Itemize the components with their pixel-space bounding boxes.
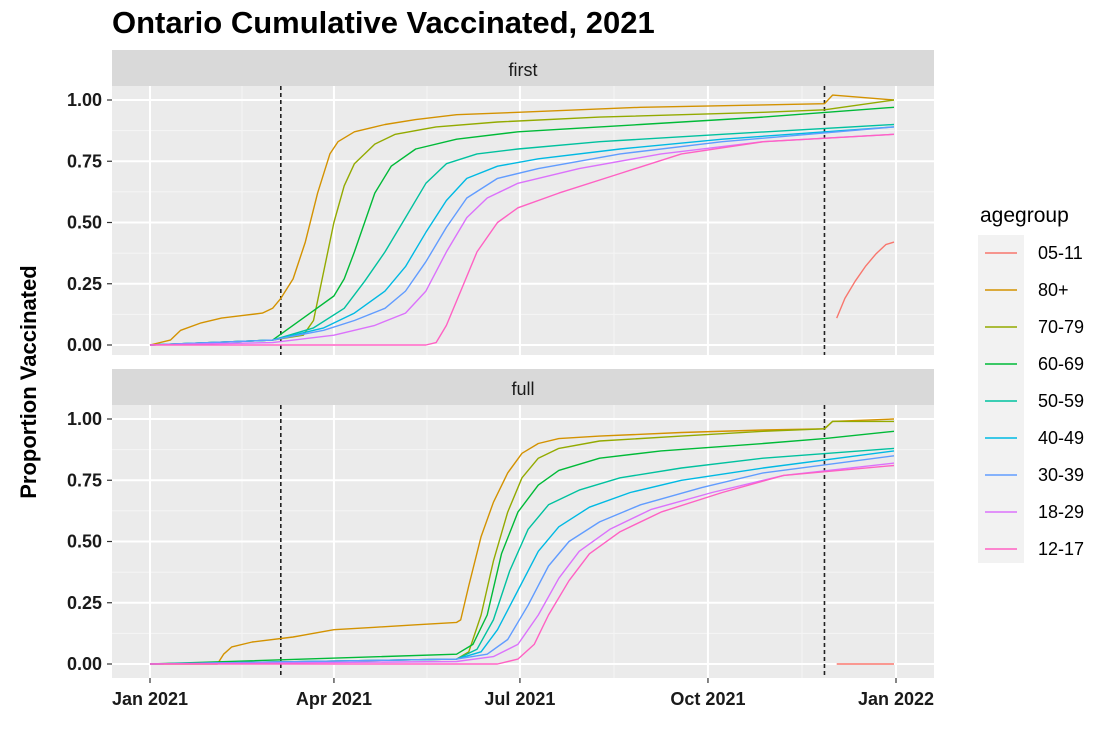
legend-key-background [978,235,1024,563]
y-tick-label: 0.50 [67,213,102,233]
series-line-70-79 [149,420,894,665]
facet-strip-label-first: first [509,60,538,80]
series-group-first [149,94,895,346]
legend-label-12-17: 12-17 [1038,539,1084,559]
y-axis-first: 0.00 0.25 0.50 0.75 1.00 [67,90,112,355]
series-line-60-69 [149,106,895,346]
legend-label-40-49: 40-49 [1038,428,1084,448]
y-tick-label: 1.00 [67,90,102,110]
y-tick-label: 0.00 [67,654,102,674]
legend-label-30-39: 30-39 [1038,465,1084,485]
series-line-12-17 [150,464,895,665]
y-tick-label: 0.75 [67,470,102,490]
y-tick-label: 0.00 [67,335,102,355]
series-line-80+ [150,418,895,665]
y-tick-label: 1.00 [67,409,102,429]
x-tick-label: Jul 2021 [484,689,555,709]
legend-title: agegroup [980,204,1069,227]
series-line-12-17 [150,133,895,346]
legend: agegroup 05-11 80+ 70-79 60-69 50-59 40-49 30-… [978,204,1084,563]
x-tick-label: Jan 2022 [858,689,934,709]
y-tick-label: 0.50 [67,532,102,552]
facet-strip-first [112,50,934,86]
facet-strip-label-full: full [511,379,534,399]
x-tick-label: Apr 2021 [296,689,372,709]
series-line-40-49 [149,126,895,346]
legend-label-60-69: 60-69 [1038,354,1084,374]
chart-title: Ontario Cumulative Vaccinated, 2021 [112,5,655,40]
y-axis-full: 0.00 0.25 0.50 0.75 1.00 [67,409,112,674]
reference-lines-full [280,405,826,678]
reference-lines-first [280,86,826,355]
legend-label-70-79: 70-79 [1038,317,1084,337]
series-group-full [149,418,895,665]
x-tick-label: Oct 2021 [670,689,745,709]
y-tick-label: 0.25 [67,274,102,294]
series-line-80+ [149,94,895,346]
series-line-18-29 [149,462,895,665]
series-line-40-49 [149,450,895,665]
series-line-50-59 [149,123,895,346]
y-axis-label: Proportion Vaccinated [16,265,41,499]
series-line-30-39 [149,455,895,665]
legend-label-80+: 80+ [1038,280,1069,300]
legend-label-50-59: 50-59 [1038,391,1084,411]
facet-panel-full: full 0.00 0.25 0.50 0.75 1.00 [67,369,934,678]
series-line-05-11 [836,241,895,319]
y-tick-label: 0.75 [67,151,102,171]
series-line-60-69 [149,430,895,665]
series-line-70-79 [149,99,895,346]
facet-strip-full [112,369,934,405]
x-tick-label: Jan 2021 [112,689,188,709]
y-tick-label: 0.25 [67,593,102,613]
facet-panel-first: first 0.00 0.25 0.50 0.75 1.00 [67,50,934,355]
series-line-18-29 [149,133,895,346]
legend-label-05-11: 05-11 [1038,243,1083,263]
legend-label-18-29: 18-29 [1038,502,1084,522]
series-line-30-39 [149,126,895,346]
x-axis: Jan 2021 Apr 2021 Jul 2021 Oct 2021 Jan 2022 [112,678,934,709]
series-line-50-59 [149,447,895,665]
